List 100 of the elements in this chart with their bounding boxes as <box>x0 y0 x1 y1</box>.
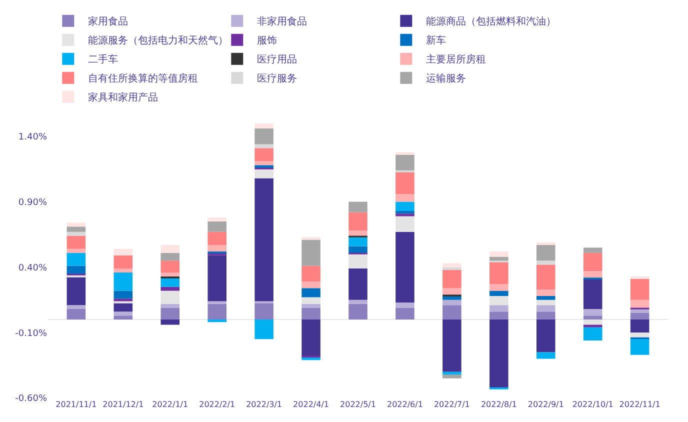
bar <box>583 278 602 310</box>
bar <box>114 272 133 291</box>
bar <box>396 232 414 303</box>
bar <box>160 260 180 272</box>
legend-label: 新车 <box>426 34 446 47</box>
bar <box>396 214 414 216</box>
legend-label: 非家用食品 <box>257 16 308 28</box>
x-tick-label: 2021/12/1 <box>102 400 144 409</box>
legend-label: 家具和家用产品 <box>88 92 158 104</box>
bar <box>490 312 508 320</box>
x-tick-label: 2022/3/1 <box>246 400 282 409</box>
legend-label: 主要居所房租 <box>426 54 486 66</box>
bar <box>302 308 320 320</box>
bar <box>208 255 226 302</box>
bar <box>302 266 320 282</box>
bar <box>114 268 133 272</box>
legend-label: 二手车 <box>88 54 118 66</box>
bar <box>348 202 368 212</box>
bar <box>348 246 368 253</box>
bar <box>630 320 650 333</box>
bar <box>66 309 86 320</box>
bar <box>583 327 602 340</box>
x-tick-label: 2022/11/1 <box>619 400 660 409</box>
bar <box>160 278 180 287</box>
bar <box>114 290 133 299</box>
bar <box>160 286 180 291</box>
bar <box>114 255 133 269</box>
bar <box>254 178 274 302</box>
bar <box>254 169 274 178</box>
bar <box>583 252 602 272</box>
bar <box>396 152 414 155</box>
bar <box>302 237 320 240</box>
bar <box>254 128 274 144</box>
bar <box>490 252 508 257</box>
bar <box>442 270 462 288</box>
legend-label: 服饰 <box>257 34 278 47</box>
bar <box>348 300 368 304</box>
bar <box>254 123 274 129</box>
bar <box>490 290 508 296</box>
bar <box>396 308 414 320</box>
x-tick-label: 2022/1/1 <box>152 400 188 409</box>
bar <box>442 372 462 374</box>
y-tick-label: 1.40% <box>18 132 48 143</box>
bar <box>208 320 226 322</box>
bar <box>583 324 602 328</box>
bar <box>302 282 320 288</box>
bar <box>254 320 274 340</box>
bar <box>442 288 462 295</box>
bar <box>490 296 508 306</box>
bar <box>254 144 274 148</box>
bar <box>442 296 462 300</box>
bar <box>490 256 508 261</box>
bar <box>208 244 226 252</box>
bar <box>66 305 86 310</box>
legend-label: 自有住所换算的等值房租 <box>88 72 198 85</box>
bar <box>160 304 180 308</box>
x-tick-label: 2021/11/1 <box>56 400 97 409</box>
bar <box>490 305 508 312</box>
bar <box>254 148 274 162</box>
x-tick-label: 2022/7/1 <box>434 400 470 409</box>
bar <box>536 244 556 261</box>
bar <box>630 278 650 300</box>
bar <box>442 300 462 306</box>
bar <box>536 305 556 312</box>
bar <box>536 242 556 245</box>
bar <box>396 210 414 214</box>
bar <box>160 308 180 320</box>
bar <box>396 154 414 170</box>
x-tick-label: 2022/2/1 <box>199 400 236 409</box>
bar <box>254 161 274 166</box>
x-tick-label: 2022/5/1 <box>340 400 376 409</box>
legend-label: 医疗用品 <box>257 54 298 66</box>
bar <box>536 289 556 296</box>
bar <box>536 312 556 320</box>
y-tick-label: -0.10% <box>15 328 48 339</box>
bar <box>396 194 414 202</box>
bar <box>114 312 133 316</box>
bar <box>583 309 602 316</box>
y-tick-label: 0.40% <box>18 263 48 274</box>
bar <box>254 302 274 320</box>
bar <box>66 226 86 232</box>
bar <box>66 236 86 249</box>
y-tick-label: 0.90% <box>18 198 48 208</box>
bar <box>348 230 368 236</box>
bar <box>442 320 462 372</box>
bar <box>583 248 602 253</box>
bar <box>208 304 226 320</box>
bar <box>302 357 320 360</box>
bar <box>536 260 556 265</box>
x-tick-label: 2022/4/1 <box>293 400 329 409</box>
x-tick-label: 2022/8/1 <box>480 400 517 409</box>
bar <box>302 304 320 308</box>
bar <box>396 202 414 211</box>
bar <box>442 374 462 378</box>
bar <box>302 288 320 298</box>
legend-label: 医疗服务 <box>257 72 298 85</box>
bar <box>536 296 556 300</box>
bar <box>348 212 368 231</box>
bar <box>583 271 602 278</box>
bar <box>396 172 414 194</box>
